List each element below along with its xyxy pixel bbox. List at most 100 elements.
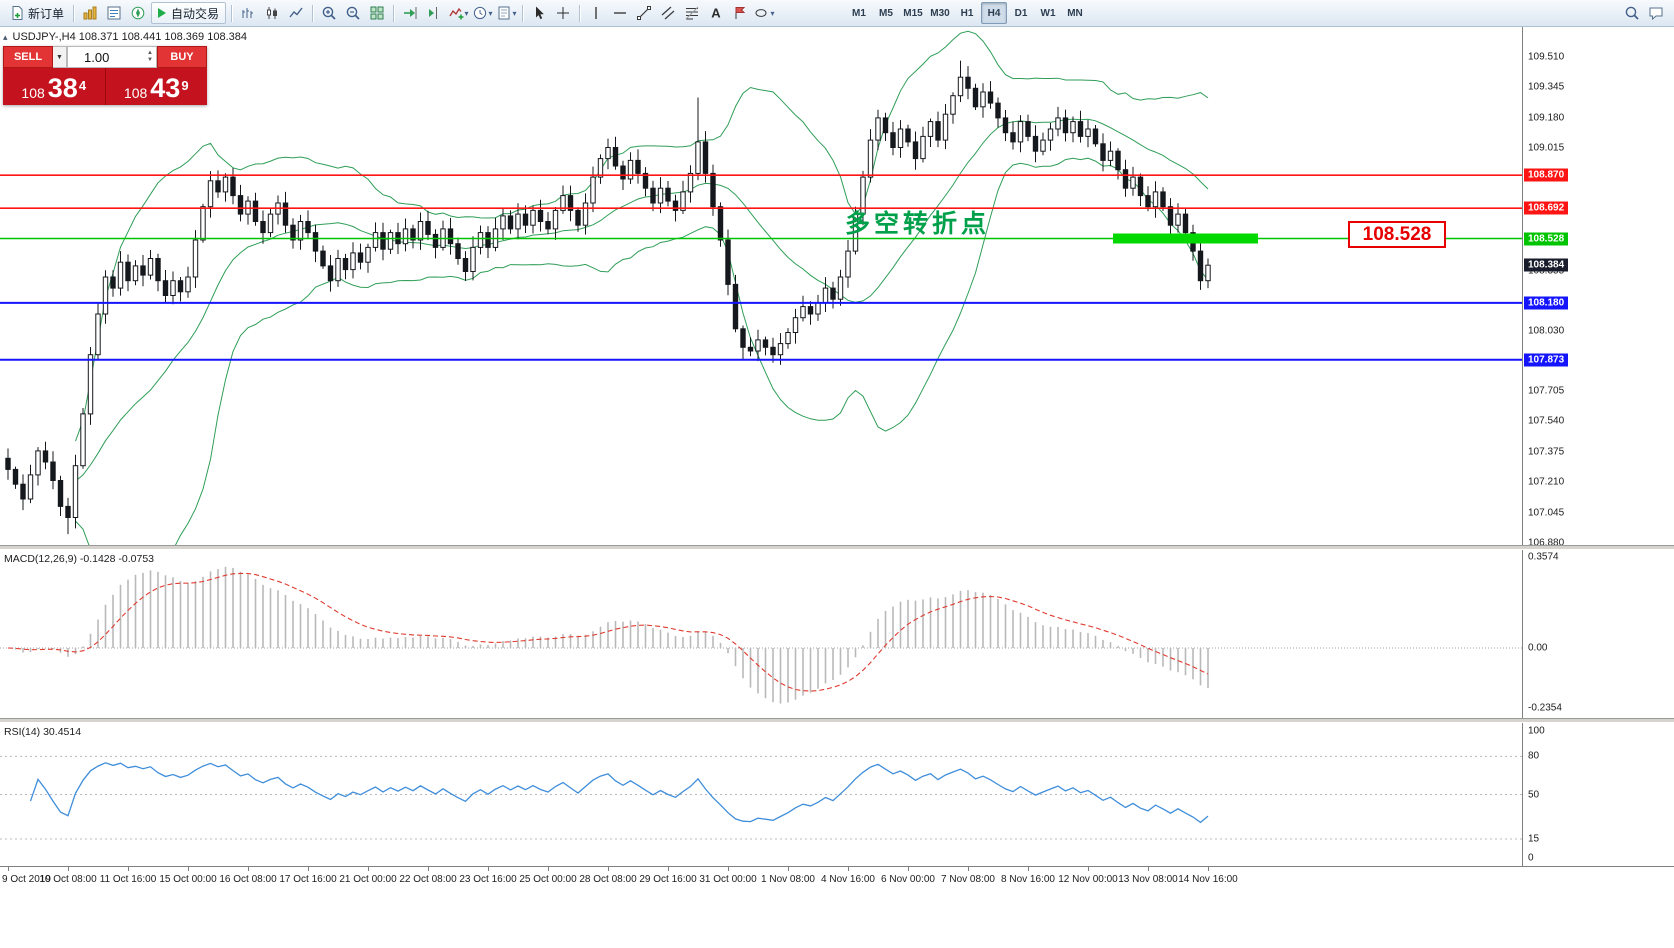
- symbol-info-bar: ▴ USDJPY-,H4 108.371 108.441 108.369 108…: [3, 31, 247, 43]
- date-label: 1 Nov 08:00: [761, 874, 815, 885]
- auto-scroll-button[interactable]: [399, 2, 421, 24]
- periods-icon: [473, 6, 486, 20]
- date-tick: [1148, 867, 1149, 871]
- chart-shift-button[interactable]: [423, 2, 445, 24]
- timeframe-d1-button[interactable]: D1: [1014, 7, 1028, 19]
- annotation-price-box: 108.528: [1348, 221, 1446, 248]
- chart-shift-icon: [429, 7, 438, 19]
- timeframe-m1-button[interactable]: M1: [852, 7, 866, 19]
- vertical-line-button[interactable]: [585, 2, 607, 24]
- shapes-button[interactable]: ▾: [753, 2, 775, 24]
- volume-field[interactable]: 1.00 ▲ ▼: [67, 46, 157, 68]
- tile-windows-icon: [370, 6, 384, 20]
- date-tick: [968, 867, 969, 871]
- price-axis[interactable]: 109.510109.345109.180109.015108.850108.6…: [1522, 27, 1674, 549]
- volume-down-icon[interactable]: ▼: [147, 57, 153, 63]
- chevron-down-icon: ▾: [512, 8, 517, 18]
- cursor-button[interactable]: [528, 2, 550, 24]
- date-tick: [788, 867, 789, 871]
- zoom-in-button[interactable]: [318, 2, 340, 24]
- chevron-down-icon: ▾: [770, 8, 775, 18]
- search-button[interactable]: [1621, 2, 1643, 24]
- fibonacci-button[interactable]: [681, 2, 703, 24]
- panel-separator[interactable]: [0, 545, 1674, 550]
- candlestick-chart[interactable]: [0, 27, 1522, 545]
- bar-chart-button[interactable]: [237, 2, 259, 24]
- rsi-panel[interactable]: RSI(14) 30.4514: [0, 723, 1522, 866]
- highlight-band[interactable]: [1113, 233, 1258, 244]
- channel-icon: [661, 6, 675, 20]
- toolbar-separator: [393, 4, 395, 22]
- indicators-icon: [448, 7, 464, 20]
- price-tick: 109.510: [1528, 51, 1565, 63]
- timeframe-m30-button[interactable]: M30: [930, 7, 950, 19]
- date-tick: [1028, 867, 1029, 871]
- tile-windows-button[interactable]: [366, 2, 388, 24]
- templates-icon: [498, 6, 510, 20]
- chevron-down-icon: ▾: [488, 8, 493, 18]
- date-axis[interactable]: 9 Oct 2019 10 Oct 08:00 11 Oct 16:00 15 Oct…: [0, 866, 1674, 892]
- price-tick: 109.015: [1528, 142, 1565, 154]
- new-order-label: 新订单: [28, 6, 65, 21]
- date-label: 28 Oct 08:00: [579, 874, 637, 885]
- timeframe-h1-button[interactable]: H1: [960, 7, 974, 19]
- rsi-scale-label: 100: [1528, 725, 1545, 737]
- date-tick: [728, 867, 729, 871]
- date-label: 8 Nov 16:00: [1001, 874, 1055, 885]
- timeframe-mn-button[interactable]: MN: [1067, 7, 1083, 19]
- crosshair-button[interactable]: [552, 2, 574, 24]
- price-tick: 107.375: [1528, 446, 1565, 458]
- date-label: 17 Oct 16:00: [279, 874, 337, 885]
- date-label: 15 Oct 00:00: [159, 874, 217, 885]
- search-icon: [1625, 6, 1639, 20]
- level-price-label: 107.873: [1524, 353, 1569, 367]
- collapse-arrow-icon[interactable]: ▴: [3, 31, 8, 42]
- panel-separator[interactable]: [0, 718, 1674, 723]
- trendline-button[interactable]: [633, 2, 655, 24]
- periods-button[interactable]: ▾: [471, 2, 493, 24]
- macd-scale-label: -0.2354: [1528, 702, 1562, 714]
- price-tick: 109.345: [1528, 81, 1565, 93]
- volume-dropdown-button[interactable]: ▼: [53, 46, 67, 68]
- date-tick: [308, 867, 309, 871]
- navigator-button[interactable]: [127, 2, 149, 24]
- buy-button[interactable]: BUY: [157, 46, 207, 68]
- level-price-label: 108.870: [1524, 168, 1569, 182]
- indicators-button[interactable]: ▾: [447, 2, 469, 24]
- navigator-icon: [131, 6, 145, 20]
- date-tick: [1208, 867, 1209, 871]
- date-tick: [188, 867, 189, 871]
- chevron-down-icon: ▾: [464, 8, 469, 18]
- new-order-icon: [12, 6, 23, 20]
- timeframe-m15-button[interactable]: M15: [903, 7, 923, 19]
- horizontal-line-button[interactable]: [609, 2, 631, 24]
- market-watch-button[interactable]: [79, 2, 101, 24]
- sell-button[interactable]: SELL: [3, 46, 53, 68]
- candlestick-chart-button[interactable]: [261, 2, 283, 24]
- date-label: 29 Oct 16:00: [639, 874, 697, 885]
- autotrading-button[interactable]: 自动交易: [151, 2, 227, 24]
- channel-button[interactable]: [657, 2, 679, 24]
- trendline-icon: [637, 6, 652, 20]
- line-chart-button[interactable]: [285, 2, 307, 24]
- candlestick-chart-icon: [267, 7, 278, 19]
- date-tick: [368, 867, 369, 871]
- macd-panel[interactable]: MACD(12,26,9) -0.1428 -0.0753: [0, 550, 1522, 718]
- new-order-button[interactable]: 新订单: [5, 2, 68, 24]
- data-window-button[interactable]: [103, 2, 125, 24]
- zoom-out-button[interactable]: [342, 2, 364, 24]
- templates-button[interactable]: ▾: [495, 2, 517, 24]
- timeframe-w1-button[interactable]: W1: [1040, 7, 1056, 19]
- macd-histogram: [14, 566, 1209, 704]
- macd-axis: 0.3574 0.00 -0.2354: [1522, 550, 1674, 718]
- timeframe-h4-button[interactable]: H4: [981, 2, 1007, 24]
- volume-up-icon[interactable]: ▲: [147, 50, 153, 56]
- text-button[interactable]: A: [705, 2, 727, 24]
- feedback-button[interactable]: [1645, 2, 1667, 24]
- price-tick: 106.880: [1528, 537, 1565, 549]
- timeframe-m5-button[interactable]: M5: [879, 7, 893, 19]
- main-chart[interactable]: ▴ USDJPY-,H4 108.371 108.441 108.369 108…: [0, 27, 1522, 545]
- price-tick: 107.540: [1528, 415, 1565, 427]
- text-label-button[interactable]: [729, 2, 751, 24]
- toolbar-right-group: [1620, 2, 1668, 24]
